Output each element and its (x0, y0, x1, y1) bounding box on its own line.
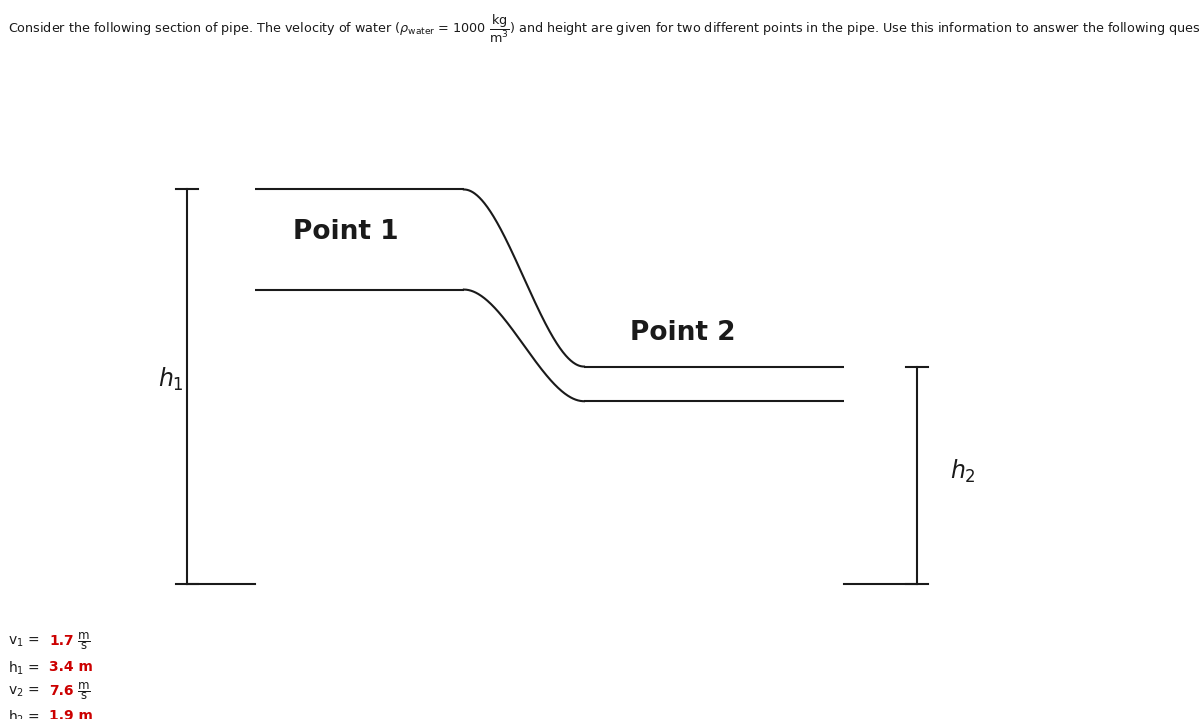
Text: 1.9 m: 1.9 m (49, 709, 94, 719)
Text: v$_1$ =: v$_1$ = (8, 634, 41, 649)
Text: Consider the following section of pipe. The velocity of water ($\rho_{\mathrm{wa: Consider the following section of pipe. … (8, 13, 1200, 45)
Text: v$_2$ =: v$_2$ = (8, 684, 41, 699)
Text: $h_1$: $h_1$ (157, 365, 184, 393)
Text: Point 2: Point 2 (630, 321, 736, 347)
Text: $\dfrac{\mathrm{m}}{\mathrm{s}}$: $\dfrac{\mathrm{m}}{\mathrm{s}}$ (77, 680, 90, 702)
Text: 1.7: 1.7 (49, 634, 74, 648)
Text: h$_2$ =: h$_2$ = (8, 709, 42, 719)
Text: Point 1: Point 1 (293, 219, 398, 244)
Text: 7.6: 7.6 (49, 684, 73, 698)
Text: h$_1$ =: h$_1$ = (8, 660, 42, 677)
Text: $\dfrac{\mathrm{m}}{\mathrm{s}}$: $\dfrac{\mathrm{m}}{\mathrm{s}}$ (77, 630, 90, 651)
Text: $h_2$: $h_2$ (950, 457, 976, 485)
Text: 3.4 m: 3.4 m (49, 660, 94, 674)
